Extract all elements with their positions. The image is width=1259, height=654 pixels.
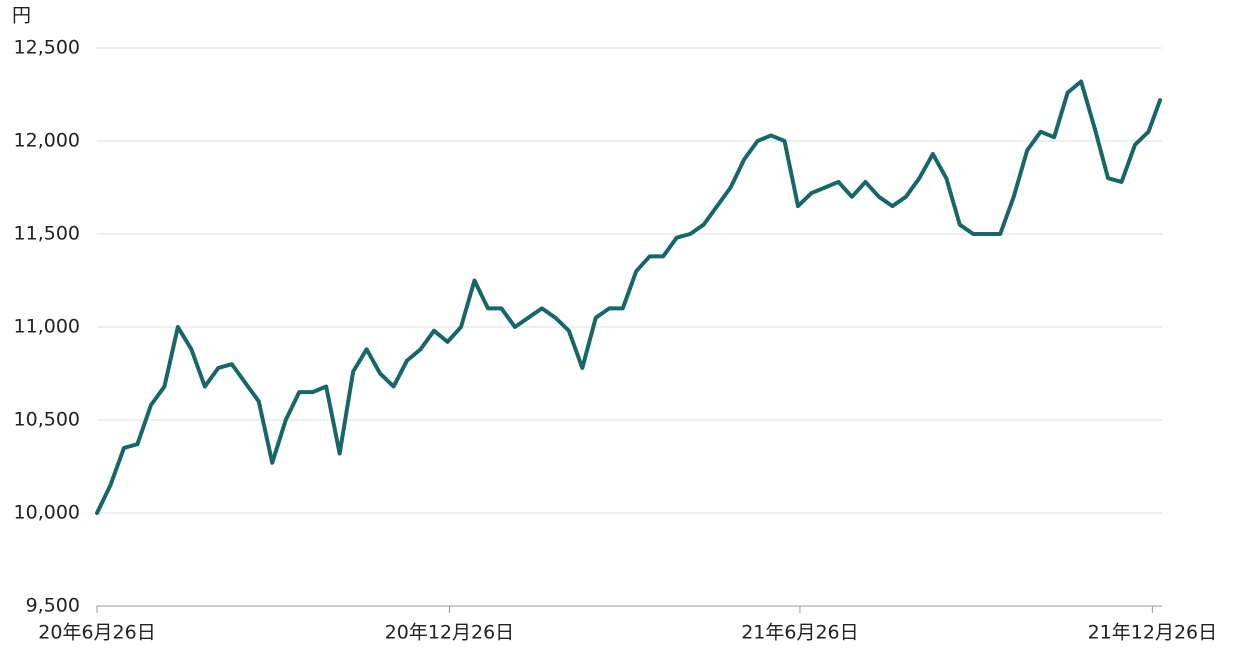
x-tick-label: 21年6月26日 [741,622,858,644]
x-tick-label: 20年6月26日 [38,622,155,644]
y-tick-label: 12,000 [14,130,80,152]
y-tick-label: 9,500 [26,595,80,617]
y-tick-label: 10,500 [14,409,80,431]
y-unit-label: 円 [12,5,31,27]
y-tick-label: 12,500 [14,37,80,59]
line [95,79,1163,515]
y-tick-label: 11,000 [14,316,80,338]
y-tick-label: 11,500 [14,223,80,245]
x-tick-label: 21年12月26日 [1088,622,1218,644]
x-tick-label: 20年12月26日 [385,622,515,644]
y-tick-label: 10,000 [14,502,80,524]
